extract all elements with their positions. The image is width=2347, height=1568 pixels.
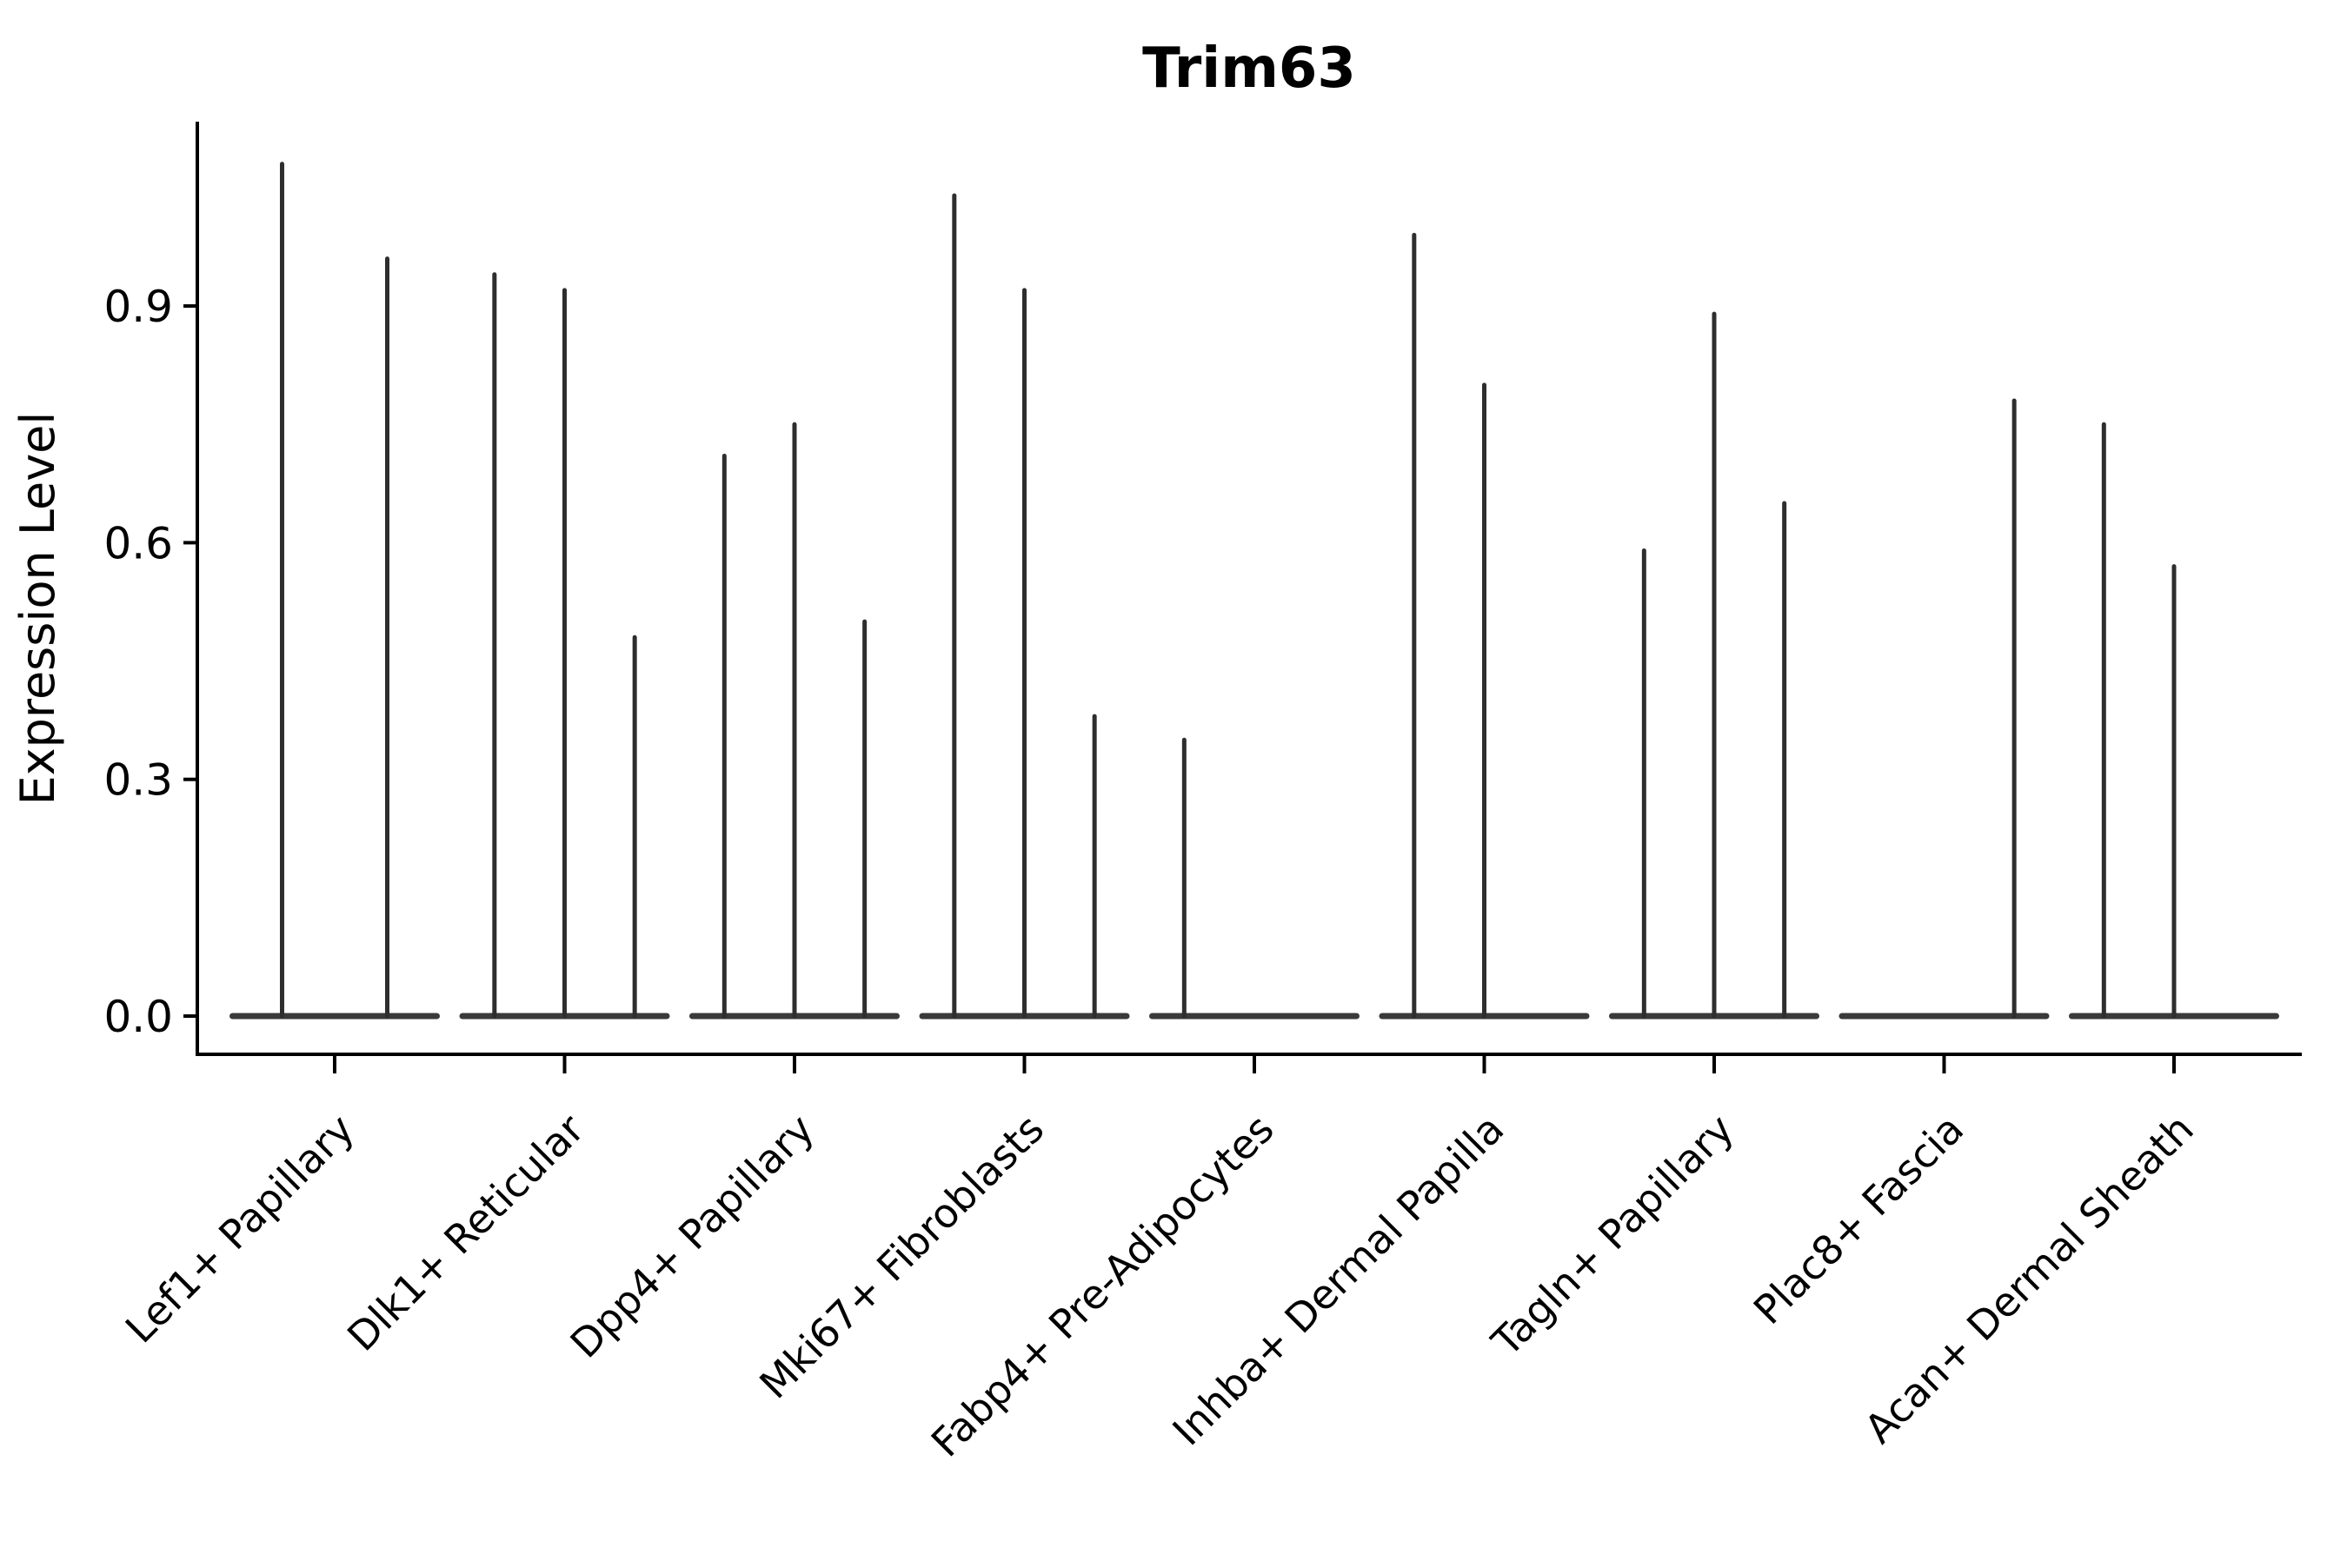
violin-base	[1838, 1013, 2050, 1020]
y-axis-label: Expression Level	[10, 412, 65, 806]
x-tick-label: Dlk1+ Reticular	[338, 1106, 593, 1360]
y-tick-label: 0.9	[103, 282, 173, 332]
x-tick-label: Plac8+ Fascia	[1745, 1106, 1972, 1333]
x-tick-label: Lef1+ Papillary	[116, 1106, 363, 1352]
x-tick-label: Dpp4+ Papillary	[562, 1106, 823, 1367]
y-tick-label: 0.0	[103, 992, 173, 1042]
x-tick-label: Tagln+ Papillary	[1482, 1106, 1743, 1366]
y-tick-label: 0.3	[103, 755, 173, 806]
violin-base	[1149, 1013, 1360, 1020]
violin-base	[229, 1013, 440, 1020]
chart-title: Trim63	[1142, 37, 1356, 101]
y-tick-label: 0.6	[103, 518, 173, 568]
